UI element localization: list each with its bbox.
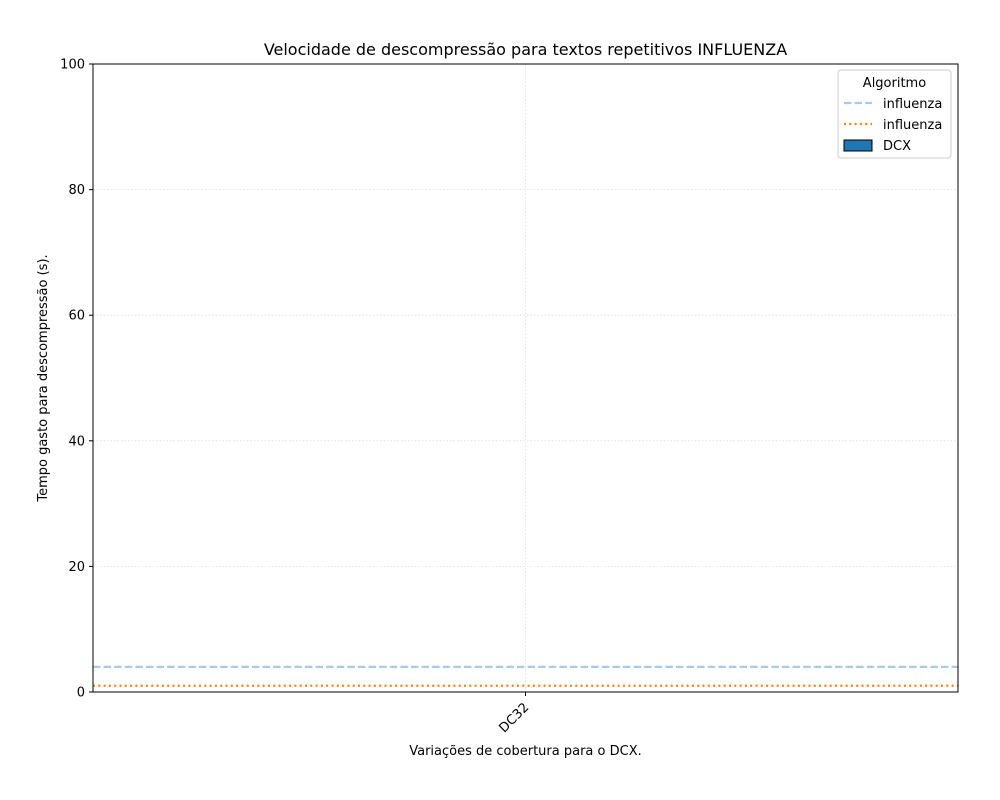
legend-label: influenza: [883, 97, 942, 112]
chart-title: Velocidade de descompressão para textos …: [264, 40, 787, 59]
legend-title: Algoritmo: [863, 76, 926, 91]
reference-lines: [93, 665, 958, 687]
y-tick-label: 40: [68, 434, 85, 449]
y-tick-label: 20: [68, 560, 85, 575]
legend: Algoritmo influenza influenza DCX: [837, 69, 952, 159]
legend-label: influenza: [883, 118, 942, 133]
x-axis-label: Variações de cobertura para o DCX.: [409, 744, 642, 759]
y-tick-label: 60: [68, 309, 85, 324]
y-axis-label: Tempo gasto para descompressão (s).: [36, 254, 51, 502]
legend-label: DCX: [883, 139, 911, 154]
y-axis-ticks: 0 20 40 60 80 100: [60, 58, 93, 701]
legend-box: [837, 69, 952, 159]
legend-swatch: [843, 139, 873, 152]
y-tick-label: 100: [60, 58, 85, 73]
y-tick-label: 80: [68, 183, 85, 198]
legend-entries: influenza influenza DCX: [843, 97, 942, 154]
y-tick-label: 0: [77, 686, 85, 701]
